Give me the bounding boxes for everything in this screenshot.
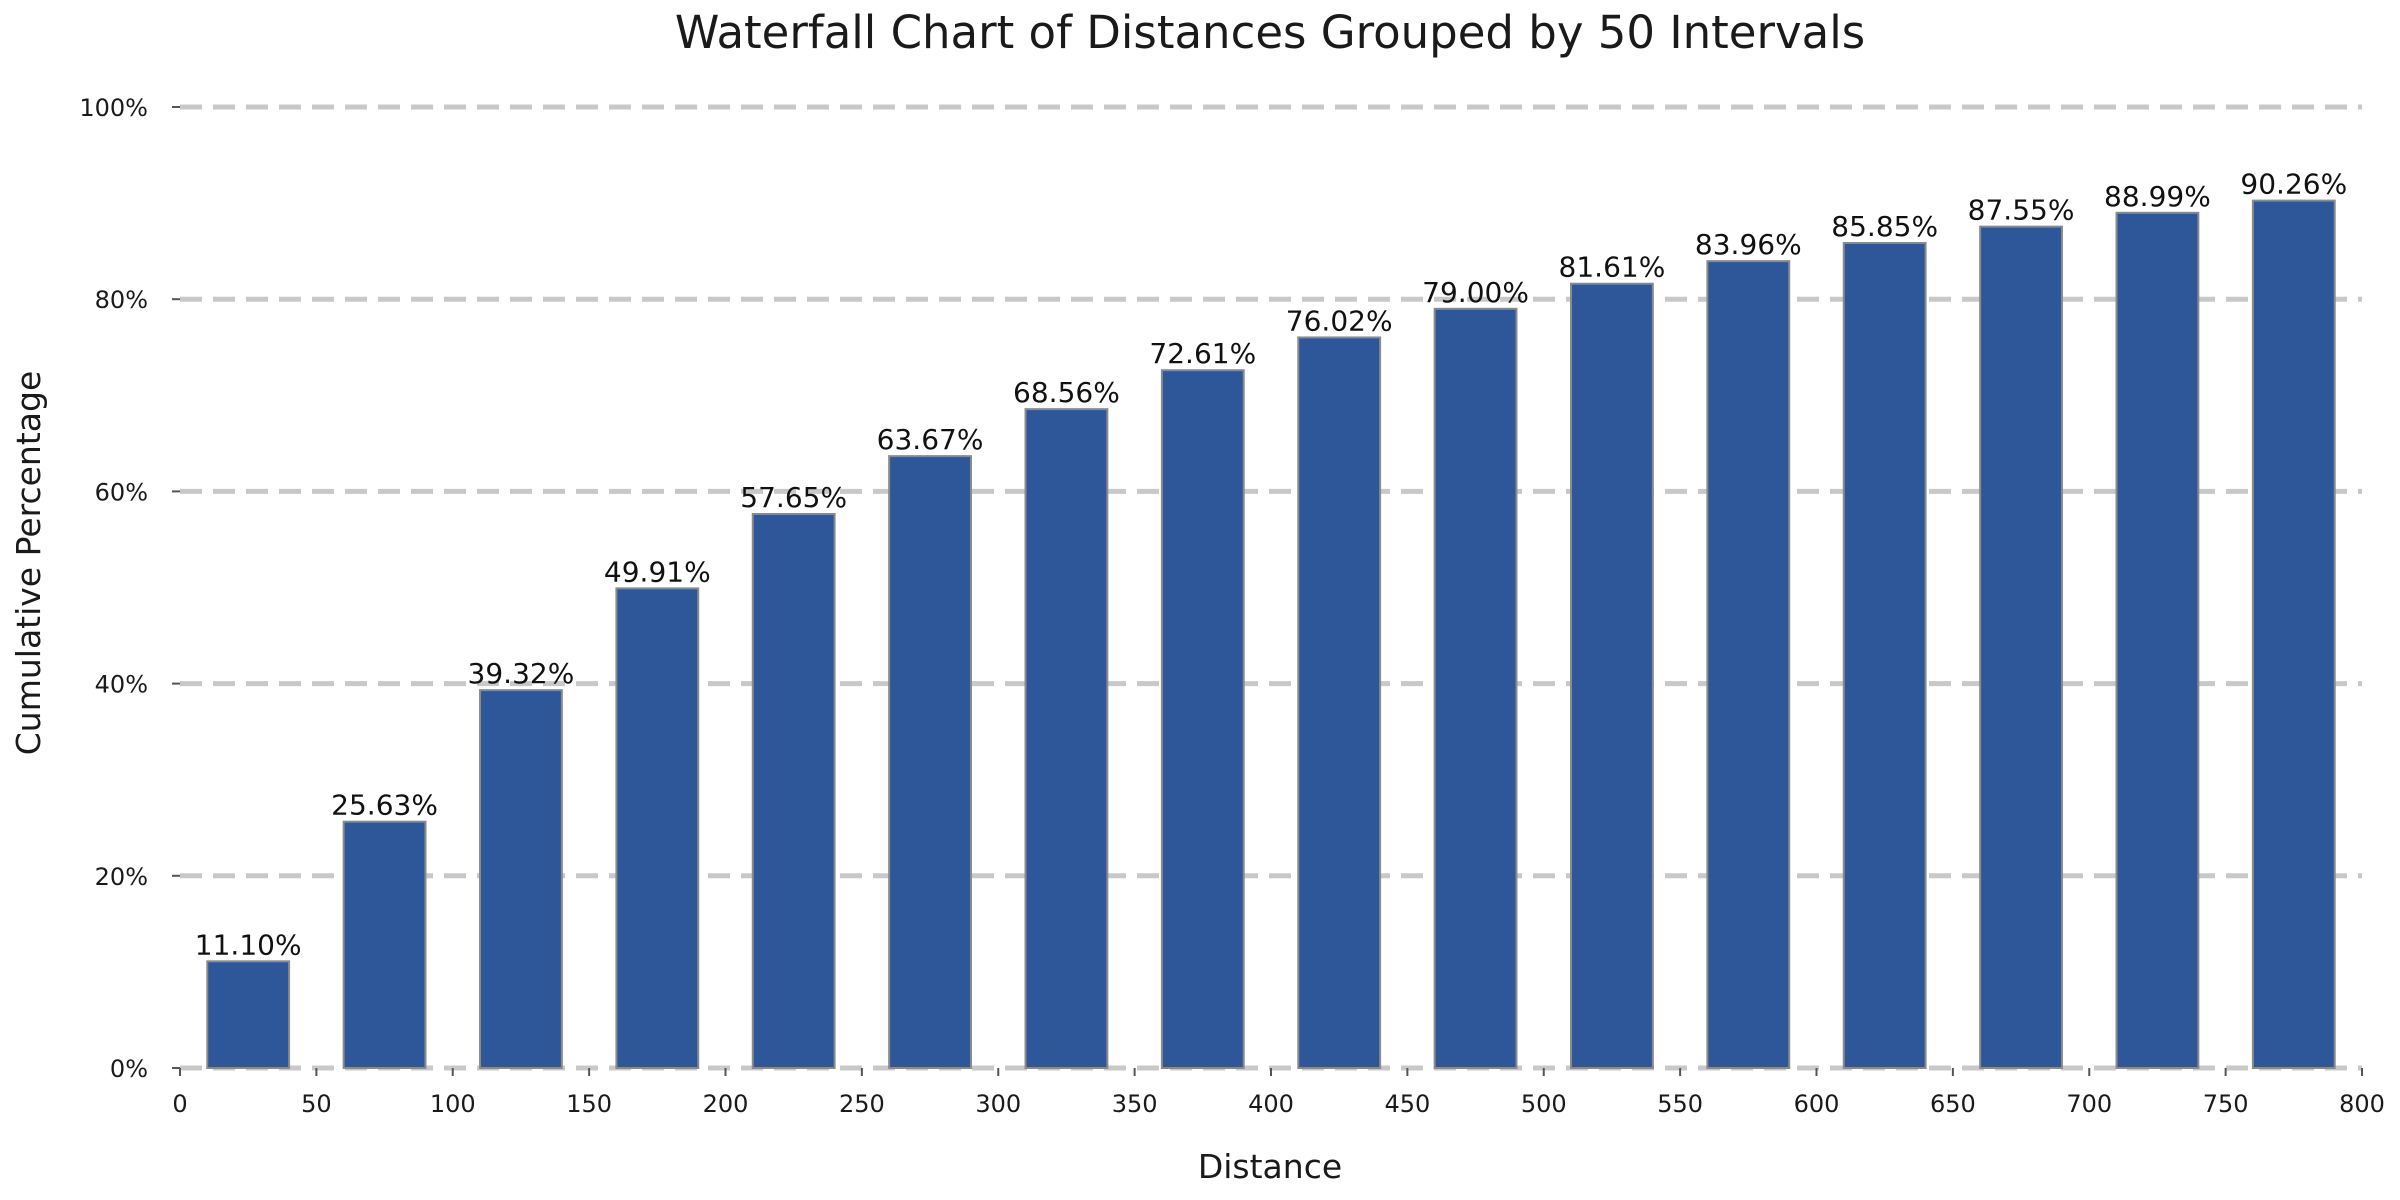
data-label-325: 68.56%: [1013, 376, 1120, 409]
data-label-725: 88.99%: [2104, 180, 2211, 213]
data-label-175: 49.91%: [604, 555, 711, 588]
x-tick-label: 600: [1794, 1090, 1840, 1118]
bar-525: [1570, 282, 1654, 1069]
bar-775: [2251, 199, 2336, 1070]
x-tick-label: 700: [2066, 1090, 2112, 1118]
y-tick-label: 20%: [95, 863, 148, 891]
data-label-525: 81.61%: [1559, 251, 1666, 284]
y-tick-label: 80%: [95, 286, 148, 314]
data-label-475: 79.00%: [1422, 276, 1529, 309]
bar-375: [1160, 369, 1245, 1069]
bars: [206, 199, 2336, 1070]
x-tick-label: 550: [1657, 1090, 1703, 1118]
x-axis: 0 50 100 150 200 250 300 350 400 450 500 550 600 650 7…: [172, 1068, 2385, 1118]
bar-425: [1297, 336, 1382, 1069]
y-axis-label: Cumulative Percentage: [9, 371, 48, 755]
data-label-425: 76.02%: [1286, 304, 1393, 337]
bar-475: [1433, 307, 1518, 1069]
data-label-125: 39.32%: [468, 657, 575, 690]
data-labels: 11.10% 25.63% 39.32% 49.91% 57.65% 63.67% 68.5…: [195, 168, 2347, 962]
x-tick-label: 300: [975, 1090, 1021, 1118]
x-tick-label: 800: [2339, 1090, 2385, 1118]
bar-725: [2115, 211, 2200, 1070]
y-tick-label: 0%: [110, 1055, 148, 1083]
data-label-25: 11.10%: [195, 928, 302, 961]
data-label-375: 72.61%: [1149, 337, 1256, 370]
y-axis: 0% 20% 40% 60% 80% 100%: [79, 94, 180, 1083]
x-tick-label: 450: [1384, 1090, 1430, 1118]
x-tick-label: 150: [566, 1090, 612, 1118]
data-label-225: 57.65%: [740, 481, 847, 514]
x-tick-label: 200: [703, 1090, 749, 1118]
bar-275: [888, 455, 972, 1069]
chart-title: Waterfall Chart of Distances Grouped by …: [675, 6, 1865, 59]
bar-575: [1706, 260, 1791, 1069]
y-tick-label: 60%: [95, 478, 148, 506]
x-tick-label: 500: [1521, 1090, 1567, 1118]
bar-125: [479, 689, 563, 1070]
x-tick-label: 50: [301, 1090, 332, 1118]
bar-325: [1024, 408, 1109, 1069]
data-label-775: 90.26%: [2240, 168, 2347, 201]
data-label-75: 25.63%: [331, 789, 438, 822]
data-label-575: 83.96%: [1695, 228, 1802, 261]
x-axis-label: Distance: [1198, 1147, 1342, 1186]
bar-25: [206, 960, 291, 1069]
x-tick-label: 250: [839, 1090, 885, 1118]
bar-75: [342, 820, 427, 1069]
bar-675: [1979, 225, 2063, 1070]
bar-625: [1842, 241, 1927, 1069]
x-tick-label: 0: [172, 1090, 187, 1118]
x-tick-label: 400: [1248, 1090, 1294, 1118]
y-tick-label: 100%: [79, 94, 148, 122]
x-tick-label: 350: [1112, 1090, 1158, 1118]
data-label-675: 87.55%: [1968, 194, 2075, 227]
bar-225: [751, 512, 836, 1069]
y-tick-label: 40%: [95, 671, 148, 699]
x-tick-label: 750: [2203, 1090, 2249, 1118]
x-tick-label: 650: [1930, 1090, 1976, 1118]
bar-175: [615, 587, 700, 1070]
data-label-625: 85.85%: [1831, 210, 1938, 243]
data-label-275: 63.67%: [877, 423, 984, 456]
x-tick-label: 100: [430, 1090, 476, 1118]
